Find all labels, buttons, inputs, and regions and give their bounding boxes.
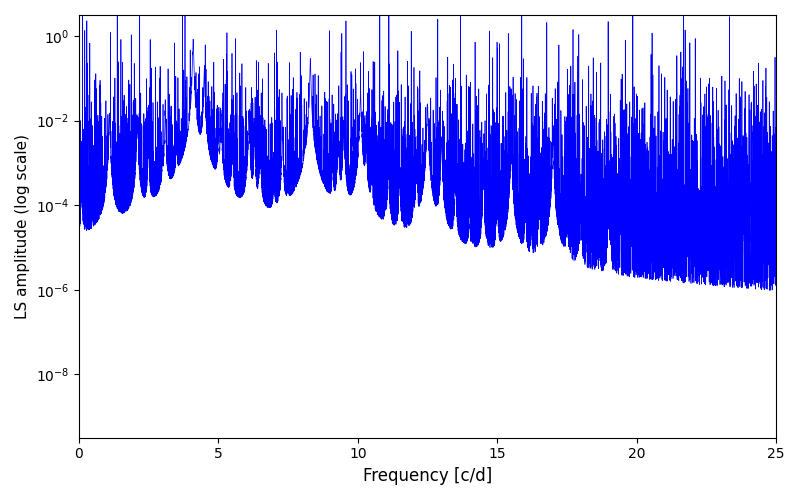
Y-axis label: LS amplitude (log scale): LS amplitude (log scale) [15, 134, 30, 319]
X-axis label: Frequency [c/d]: Frequency [c/d] [363, 467, 492, 485]
